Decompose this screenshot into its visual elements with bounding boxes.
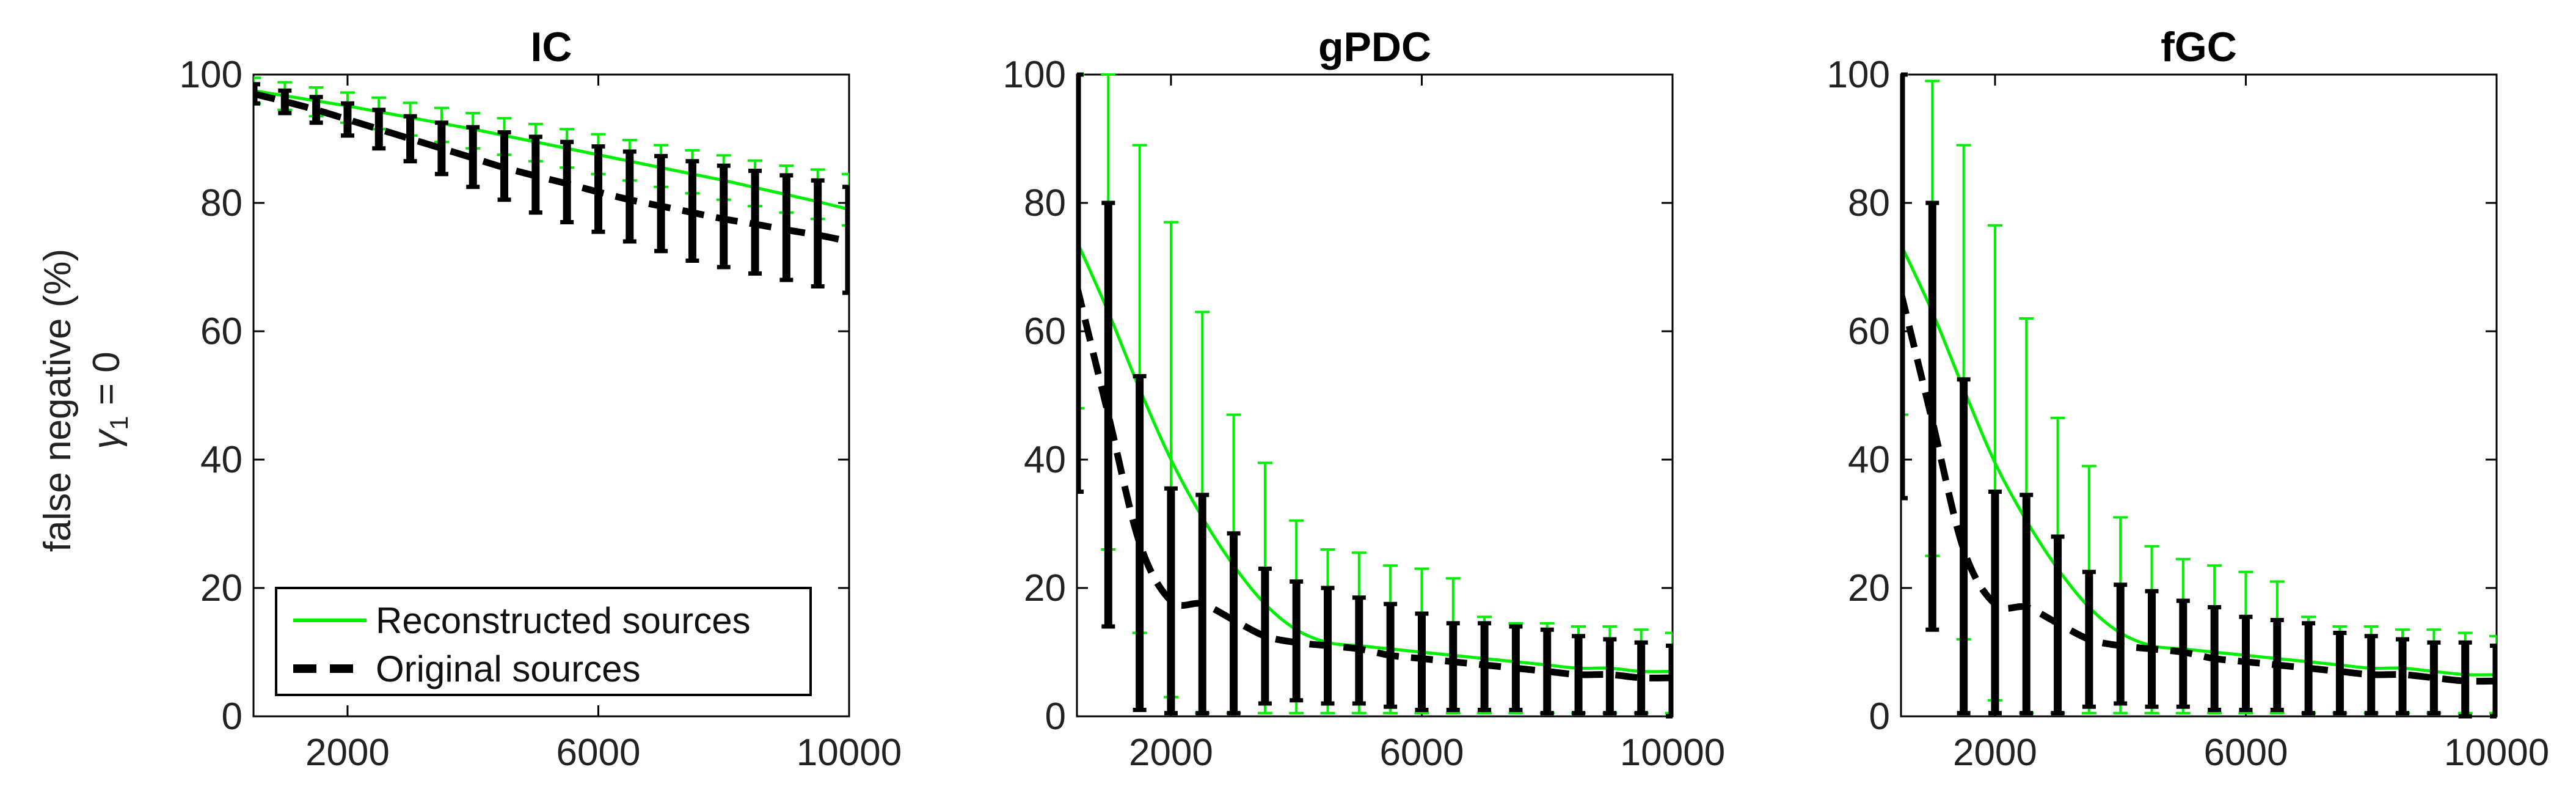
panel-title: gPDC	[1318, 24, 1431, 70]
x-tick-label: 2000	[305, 732, 390, 774]
x-tick-label: 6000	[2204, 732, 2288, 774]
x-tick-label: 2000	[1953, 732, 2037, 774]
series-line-reconstructed	[1077, 240, 1673, 674]
series-line-original	[254, 90, 849, 245]
axes-box	[252, 73, 850, 718]
y-tick-label: 60	[1848, 310, 1890, 353]
x-tick-label: 2000	[1129, 732, 1213, 774]
legend: Reconstructed sources Original sources	[275, 587, 812, 696]
panel-fgc: 0 20 40 60 80 100 2000 6000 10000 fGC	[1827, 24, 2550, 774]
gamma-equals-zero: = 0	[86, 351, 128, 416]
y-tick-label: 100	[1827, 54, 1890, 96]
series-line-original	[1077, 285, 1673, 681]
panels: 0 20 40 60 80 100 2000 6000 10000 IC 0 20 40 60 80 100 2…	[180, 24, 2550, 774]
y-tick-label: 100	[1003, 54, 1066, 96]
x-tick-label: 6000	[1380, 732, 1464, 774]
y-tick-label: 0	[1045, 696, 1066, 738]
y-tick-label: 40	[1848, 439, 1890, 481]
y-tick-label: 100	[180, 54, 243, 96]
series-line-original	[1901, 292, 2497, 685]
panel-gpdc: 0 20 40 60 80 100 2000 6000 10000 gPDC	[1003, 24, 1726, 774]
y-tick-label: 20	[1848, 567, 1890, 609]
series-reconstructed	[1901, 73, 2497, 714]
series-reconstructed	[254, 76, 849, 227]
x-tick-label: 10000	[797, 732, 902, 774]
y-axis-label-line1: false negative (%)	[37, 249, 79, 552]
series-original	[254, 82, 849, 295]
series-original	[1077, 72, 1673, 719]
panel-title: IC	[531, 24, 572, 70]
plot-area	[254, 76, 849, 295]
legend-label-reconstructed: Reconstructed sources	[376, 600, 751, 641]
y-tick-label: 80	[200, 182, 243, 224]
y-tick-label: 0	[222, 696, 243, 738]
axes-box	[1076, 73, 1674, 718]
plot-area	[1901, 72, 2497, 719]
series-line-reconstructed	[254, 89, 849, 211]
x-tick-label: 10000	[2444, 732, 2549, 774]
series-reconstructed	[1077, 73, 1673, 714]
panel-ic: 0 20 40 60 80 100 2000 6000 10000 IC	[180, 24, 902, 774]
legend-box	[275, 587, 812, 696]
gamma-subscript: 1	[104, 416, 133, 430]
y-tick-label: 60	[1024, 310, 1066, 353]
y-tick-label: 0	[1869, 696, 1890, 738]
y-axis-label-line2: γ1 = 0	[86, 351, 133, 449]
plot-area	[1077, 72, 1673, 719]
axes-box	[1900, 73, 2498, 718]
series-original	[1901, 72, 2497, 719]
y-tick-label: 80	[1848, 182, 1890, 224]
series-line-reconstructed	[1901, 244, 2497, 677]
gamma-symbol: γ	[86, 428, 128, 449]
x-tick-label: 10000	[1620, 732, 1725, 774]
y-tick-label: 40	[1024, 439, 1066, 481]
y-tick-label: 60	[200, 310, 243, 353]
x-tick-label: 6000	[556, 732, 641, 774]
y-tick-label: 20	[200, 567, 243, 609]
y-tick-label: 40	[200, 439, 243, 481]
y-tick-label: 20	[1024, 567, 1066, 609]
legend-label-original: Original sources	[376, 648, 641, 689]
y-tick-label: 80	[1024, 182, 1066, 224]
panel-title: fGC	[2161, 24, 2237, 70]
y-axis-label-group: false negative (%) γ1 = 0	[37, 249, 133, 552]
